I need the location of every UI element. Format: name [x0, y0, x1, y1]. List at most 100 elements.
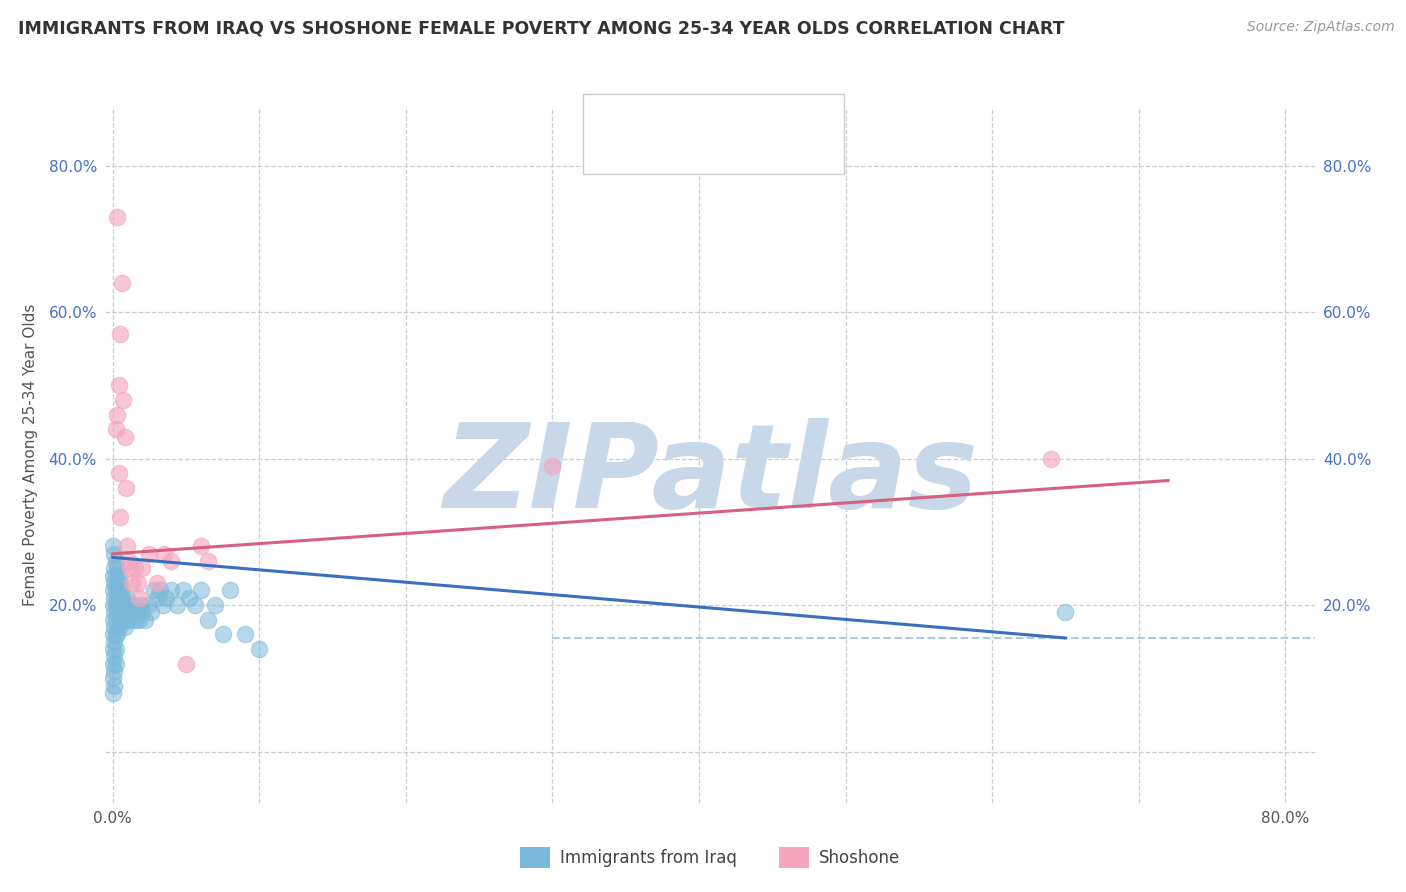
Y-axis label: Female Poverty Among 25-34 Year Olds: Female Poverty Among 25-34 Year Olds [22, 304, 38, 606]
Point [112, 392, 135, 407]
Point [142, 583, 165, 598]
Point [118, 598, 141, 612]
Point [108, 613, 131, 627]
Point [104, 583, 127, 598]
Point [103, 620, 125, 634]
Point [129, 598, 152, 612]
Point [541, 458, 564, 473]
Point [177, 591, 200, 605]
Point [105, 606, 128, 620]
Point [190, 583, 212, 598]
Point [190, 540, 212, 554]
Point [174, 657, 197, 671]
Point [103, 576, 125, 591]
Point [115, 481, 138, 495]
Point [124, 606, 146, 620]
Point [107, 568, 129, 582]
Point [108, 576, 131, 591]
Point [121, 576, 143, 591]
Point [128, 591, 150, 605]
Point [105, 561, 128, 575]
Point [166, 598, 188, 612]
Point [103, 561, 125, 575]
Point [121, 613, 143, 627]
Point [117, 591, 139, 605]
Point [114, 429, 136, 443]
Text: IMMIGRANTS FROM IRAQ VS SHOSHONE FEMALE POVERTY AMONG 25-34 YEAR OLDS CORRELATIO: IMMIGRANTS FROM IRAQ VS SHOSHONE FEMALE … [18, 20, 1064, 37]
Point [107, 598, 129, 612]
Point [105, 408, 128, 422]
Text: R =: R = [630, 110, 666, 128]
Point [124, 561, 146, 575]
Point [107, 620, 129, 634]
Point [197, 554, 219, 568]
Point [105, 576, 128, 591]
Text: -0.013: -0.013 [669, 110, 728, 128]
Point [104, 554, 127, 568]
Point [131, 561, 153, 575]
Point [104, 422, 127, 436]
Point [110, 276, 132, 290]
Text: Source: ZipAtlas.com: Source: ZipAtlas.com [1247, 20, 1395, 34]
Point [105, 627, 128, 641]
Point [139, 606, 162, 620]
Point [138, 547, 160, 561]
Point [101, 657, 124, 671]
Point [107, 467, 129, 481]
Legend: Immigrants from Iraq, Shoshone: Immigrants from Iraq, Shoshone [513, 841, 907, 874]
Point [104, 598, 127, 612]
Point [104, 613, 127, 627]
Point [108, 510, 131, 524]
Point [1054, 606, 1077, 620]
Point [104, 627, 127, 641]
Text: ZIPatlas: ZIPatlas [443, 418, 977, 533]
Point [118, 554, 141, 568]
Point [101, 583, 124, 598]
Point [131, 606, 153, 620]
Text: N =: N = [735, 110, 772, 128]
Point [114, 598, 136, 612]
Point [145, 591, 167, 605]
Point [122, 598, 145, 612]
Point [204, 598, 226, 612]
Point [107, 378, 129, 392]
Text: N =: N = [735, 144, 772, 161]
Point [117, 540, 139, 554]
Text: R =: R = [630, 144, 666, 161]
Point [155, 591, 177, 605]
Point [152, 598, 174, 612]
Point [160, 583, 183, 598]
Point [103, 606, 125, 620]
Point [108, 327, 131, 342]
Point [114, 620, 136, 634]
Point [101, 568, 124, 582]
Point [103, 679, 125, 693]
Point [134, 613, 156, 627]
Point [107, 583, 129, 598]
Point [112, 613, 135, 627]
Point [160, 554, 183, 568]
Point [105, 210, 128, 224]
Point [105, 591, 128, 605]
Point [120, 606, 142, 620]
Point [104, 568, 127, 582]
Point [125, 613, 148, 627]
Point [101, 686, 124, 700]
Point [172, 583, 194, 598]
Point [1039, 451, 1062, 466]
Point [101, 540, 124, 554]
Point [108, 591, 131, 605]
Point [104, 657, 127, 671]
Point [127, 576, 149, 591]
Point [211, 627, 233, 641]
Point [233, 627, 256, 641]
Point [247, 642, 270, 657]
Point [103, 634, 125, 648]
Text: 28: 28 [770, 144, 793, 161]
Point [136, 598, 159, 612]
Point [103, 591, 125, 605]
Point [149, 583, 172, 598]
Point [117, 613, 139, 627]
Point [101, 671, 124, 685]
Point [104, 642, 127, 657]
